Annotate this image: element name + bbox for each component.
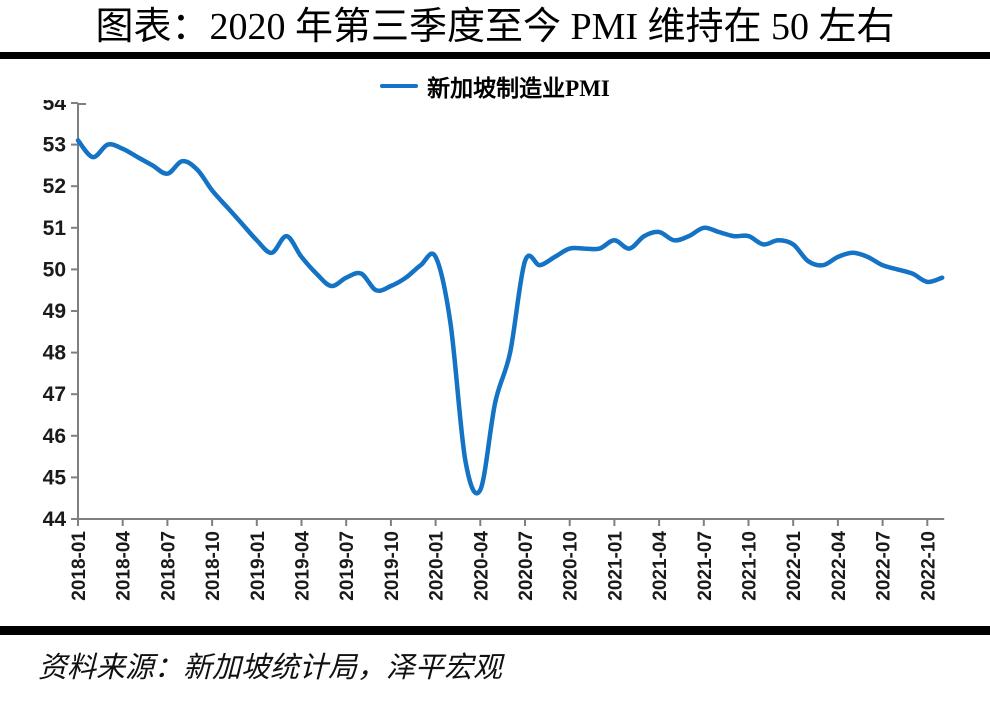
- chart-legend: 新加坡制造业PMI: [0, 72, 990, 101]
- y-tick-label: 50: [43, 258, 66, 281]
- x-tick-label: 2022-04: [829, 531, 850, 601]
- page-title: 图表：2020 年第三季度至今 PMI 维持在 50 左右: [95, 6, 895, 48]
- top-divider: [0, 52, 990, 59]
- x-tick-label: 2021-10: [740, 531, 761, 601]
- x-tick-label: 2019-07: [337, 531, 358, 601]
- legend-series-label: 新加坡制造业PMI: [427, 76, 610, 101]
- y-tick-label: 54: [43, 100, 67, 115]
- legend-line-sample-icon: [380, 84, 419, 88]
- y-tick-label: 48: [43, 342, 67, 365]
- y-tick-label: 49: [43, 300, 66, 323]
- pmi-line-chart: 44 45 46 47 48 49 50 51 52 53 54 2018-01 2018-04 2018…: [43, 100, 945, 601]
- y-tick-label: 46: [43, 425, 66, 448]
- x-tick-label: 2019-04: [293, 531, 314, 601]
- x-tick-label: 2021-04: [650, 531, 671, 601]
- x-tick-label: 2021-01: [605, 531, 626, 601]
- y-tick-label: 52: [43, 175, 66, 198]
- x-tick-label: 2018-07: [158, 531, 179, 601]
- y-tick-label: 51: [43, 217, 67, 240]
- x-tick-label: 2020-10: [561, 531, 582, 601]
- x-tick-label: 2020-07: [516, 531, 537, 601]
- x-tick-label: 2018-04: [114, 531, 135, 601]
- x-tick-label: 2022-10: [918, 531, 939, 601]
- pmi-series-line: [75, 138, 945, 496]
- x-tick-label: 2020-04: [471, 531, 492, 601]
- x-tick-label: 2020-01: [427, 531, 448, 601]
- y-tick-label: 44: [43, 508, 67, 531]
- x-tick-label: 2018-10: [203, 531, 224, 601]
- bottom-divider: [0, 626, 990, 635]
- y-tick-label: 47: [43, 383, 66, 406]
- y-tick-label: 53: [43, 134, 66, 157]
- x-tick-label: 2022-01: [784, 531, 805, 601]
- x-tick-label: 2018-01: [69, 531, 90, 601]
- x-tick-label: 2022-07: [874, 531, 895, 601]
- x-tick-label: 2019-01: [248, 531, 269, 601]
- x-tick-label: 2019-10: [382, 531, 403, 601]
- x-tick-label: 2021-07: [695, 531, 716, 601]
- y-tick-label: 45: [43, 466, 67, 489]
- source-note: 资料来源：新加坡统计局，泽平宏观: [38, 652, 503, 684]
